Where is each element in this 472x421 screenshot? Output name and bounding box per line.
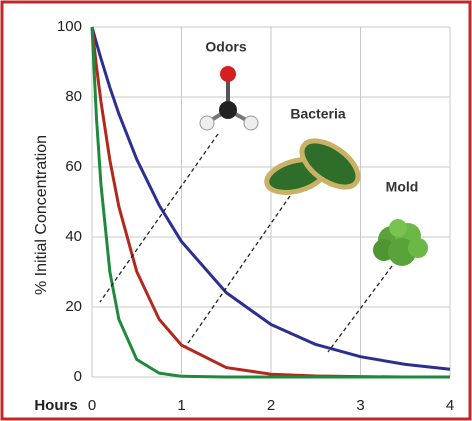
pointer — [185, 195, 291, 347]
curves — [90, 26, 451, 379]
annotation: Odors — [205, 39, 246, 55]
grid — [91, 26, 451, 378]
annotation: Mold — [386, 179, 419, 195]
pointer — [327, 265, 393, 353]
y-tick-label: 100 — [57, 18, 82, 35]
x-tick-label: 1 — [177, 397, 185, 414]
y-tick-label: 20 — [65, 298, 82, 315]
y-tick-label: 80 — [65, 88, 82, 105]
y-tick-label: 0 — [74, 368, 82, 385]
x-tick-label: 3 — [356, 397, 364, 414]
series-line — [90, 26, 450, 379]
molecule-icon — [199, 66, 259, 131]
x-tick-label: 0 — [88, 397, 96, 414]
annotation: Bacteria — [290, 106, 345, 122]
y-tick-label: 40 — [65, 228, 82, 245]
y-tick-label: 60 — [65, 158, 82, 175]
x-tick-label: 2 — [267, 397, 275, 414]
mold-icon — [373, 219, 428, 266]
y-axis-label: % Initial Concentration — [33, 135, 50, 295]
pointer — [99, 133, 219, 303]
x-tick-label: 4 — [446, 397, 454, 414]
x-axis-label: Hours — [34, 397, 77, 414]
bacteria-icon — [264, 138, 361, 195]
series-line — [90, 26, 451, 371]
